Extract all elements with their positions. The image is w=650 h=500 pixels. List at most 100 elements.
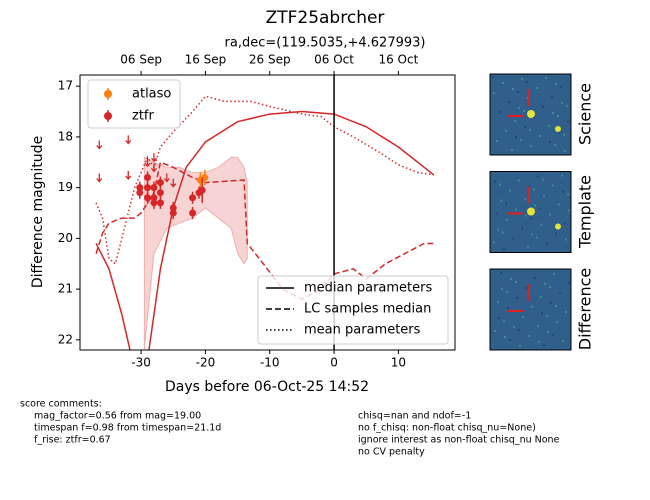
upper-limit [96, 173, 103, 183]
noise-speck [503, 320, 505, 322]
noise-speck [539, 207, 541, 210]
noise-speck [493, 241, 495, 244]
x2-tick-label: 16 Sep [185, 53, 227, 67]
comment: chisq=nan and ndof=-1 [358, 411, 471, 422]
noise-speck [524, 198, 526, 201]
legend-label: mean parameters [304, 323, 421, 338]
noise-speck [493, 92, 495, 94]
noise-speck [563, 134, 565, 136]
noise-speck [550, 302, 552, 304]
noise-speck [497, 228, 499, 231]
cutout-image [489, 268, 572, 351]
comment: no f_chisq: non-float chisq_nu=None) [358, 423, 536, 434]
noise-speck [525, 214, 527, 217]
upper-limit [163, 173, 170, 183]
data-point [156, 179, 164, 187]
data-point [198, 186, 206, 194]
chart-subtitle: ra,dec=(119.5035,+4.627993) [225, 36, 426, 51]
data-point [150, 199, 158, 207]
noise-speck [509, 189, 511, 192]
noise-speck [556, 321, 558, 323]
noise-speck [505, 130, 507, 132]
x2-tick-label: 26 Sep [249, 53, 291, 67]
noise-speck [565, 238, 567, 241]
noise-speck [512, 88, 514, 90]
legend-label: median parameters [304, 281, 432, 296]
noise-speck [518, 107, 520, 109]
noise-speck [528, 335, 530, 337]
data-point [201, 173, 209, 181]
x-tick-label: 0 [330, 356, 338, 370]
noise-speck [508, 101, 510, 103]
noise-speck [512, 237, 514, 240]
noise-speck [536, 87, 538, 89]
upper-limit [96, 140, 103, 150]
panel-label: Template [576, 175, 595, 249]
noise-speck [551, 96, 553, 98]
upper-limit [150, 163, 157, 173]
model-line [95, 110, 435, 350]
noise-speck [534, 204, 536, 207]
legend-label: atlaso [132, 87, 171, 102]
noise-speck [506, 291, 508, 293]
y-tick-label: 17 [58, 79, 73, 93]
upper-limit [144, 158, 151, 168]
noise-speck [558, 203, 560, 206]
y-tick-label: 18 [58, 129, 73, 143]
noise-speck [519, 345, 521, 347]
upper-limit [125, 170, 132, 180]
noise-speck [516, 297, 518, 299]
noise-speck [566, 105, 568, 107]
noise-speck [542, 106, 544, 108]
noise-speck [509, 339, 511, 341]
noise-speck [515, 208, 517, 211]
noise-speck [497, 301, 499, 303]
noise-speck [562, 190, 564, 193]
noise-speck [506, 218, 508, 221]
noise-speck [504, 336, 506, 338]
noise-speck [552, 112, 554, 114]
noise-speck [541, 312, 543, 314]
marker-arrows [507, 186, 530, 215]
noise-speck [549, 213, 551, 216]
noise-speck [498, 317, 500, 319]
data-point [144, 184, 152, 192]
noise-speck [531, 233, 533, 236]
x2-tick-label: 16 Oct [378, 53, 418, 67]
noise-speck [555, 305, 557, 307]
data-point [169, 209, 177, 217]
noise-speck [527, 246, 529, 249]
noise-speck [538, 341, 540, 343]
data-point [189, 194, 197, 202]
noise-speck [536, 236, 538, 239]
noise-speck [562, 340, 564, 342]
legend-box [257, 275, 449, 345]
panel-label: Science [576, 83, 595, 145]
source [555, 223, 561, 230]
noise-speck [507, 307, 509, 309]
noise-speck [529, 129, 531, 131]
noise-speck [534, 277, 536, 279]
chart-title: ZTF25abrcher [266, 8, 385, 28]
noise-speck [544, 283, 546, 285]
marker-arrows [507, 89, 530, 117]
data-point [156, 189, 164, 197]
noise-speck [524, 126, 526, 128]
noise-speck [518, 329, 520, 331]
marker-arrows [507, 284, 530, 312]
noise-speck [552, 184, 554, 187]
noise-speck [547, 331, 549, 333]
noise-speck [558, 131, 560, 133]
y-tick-label: 20 [58, 231, 73, 245]
source [527, 110, 535, 118]
panel-label: Difference [576, 268, 595, 350]
noise-speck [499, 183, 501, 186]
noise-speck [537, 325, 539, 327]
data-point [156, 199, 164, 207]
noise-speck [501, 288, 503, 290]
noise-speck [521, 78, 523, 80]
noise-speck [518, 179, 520, 182]
noise-speck [502, 82, 504, 84]
legend-marker [104, 90, 112, 98]
noise-speck [494, 180, 496, 183]
